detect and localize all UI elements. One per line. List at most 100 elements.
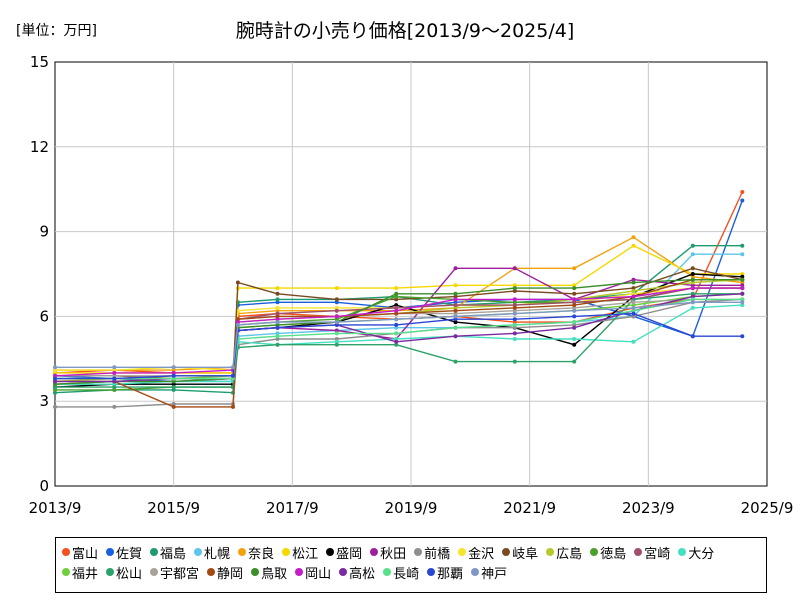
data-point bbox=[334, 322, 339, 327]
data-point bbox=[690, 294, 695, 299]
legend-item: 那覇 bbox=[427, 562, 463, 582]
data-point bbox=[53, 368, 57, 373]
data-point bbox=[394, 322, 399, 327]
legend-label: 奈良 bbox=[248, 546, 275, 562]
series-line bbox=[54, 287, 743, 377]
data-point bbox=[235, 280, 240, 285]
data-point bbox=[690, 305, 695, 310]
legend-label: 静岡 bbox=[217, 566, 244, 582]
data-point bbox=[334, 317, 339, 322]
legend-item: 秋田 bbox=[370, 542, 406, 562]
data-point bbox=[334, 286, 339, 291]
legend-item: 松山 bbox=[106, 562, 142, 582]
series-長崎 bbox=[53, 297, 745, 381]
series-松山 bbox=[53, 291, 745, 390]
data-point bbox=[631, 280, 636, 285]
y-tick-label: 6 bbox=[39, 307, 49, 325]
chart-title: 腕時計の小売り価格[2013/9～2025/4] bbox=[236, 20, 575, 42]
legend-label: 鳥取 bbox=[261, 566, 288, 582]
legend-label: 福井 bbox=[72, 566, 99, 582]
legend-label: 高松 bbox=[349, 566, 376, 582]
data-point bbox=[334, 337, 339, 341]
data-point bbox=[171, 379, 176, 384]
data-point bbox=[394, 342, 399, 347]
data-point bbox=[275, 300, 280, 305]
data-point bbox=[740, 198, 745, 203]
legend-marker bbox=[502, 548, 511, 556]
data-point bbox=[231, 365, 235, 370]
y-tick-label: 9 bbox=[39, 223, 49, 241]
legend-item: 佐賀 bbox=[106, 542, 142, 562]
legend-label: 富山 bbox=[72, 546, 99, 562]
data-point bbox=[171, 402, 176, 406]
series-line bbox=[55, 298, 743, 380]
data-point bbox=[275, 317, 280, 322]
data-point bbox=[171, 370, 176, 375]
data-point bbox=[512, 303, 517, 308]
legend-label: 長崎 bbox=[393, 566, 420, 582]
data-point bbox=[231, 376, 235, 381]
x-axis: 2013/9 2015/9 2017/9 2019/9 2021/9 2023/9 2025… bbox=[29, 499, 794, 517]
data-point bbox=[112, 385, 117, 390]
legend-item: 神戸 bbox=[471, 562, 507, 582]
data-point bbox=[453, 314, 458, 319]
data-point bbox=[394, 325, 399, 330]
legend-marker bbox=[427, 568, 436, 576]
data-point bbox=[512, 300, 517, 305]
data-point bbox=[275, 286, 280, 291]
data-point bbox=[740, 303, 745, 308]
data-point bbox=[112, 387, 117, 392]
data-point bbox=[572, 359, 577, 364]
data-point bbox=[740, 297, 745, 302]
data-point bbox=[690, 291, 695, 296]
y-tick-label: 3 bbox=[39, 392, 49, 410]
data-point bbox=[690, 300, 695, 305]
data-point bbox=[275, 311, 280, 316]
data-point bbox=[512, 308, 517, 313]
data-point bbox=[572, 337, 577, 341]
data-point bbox=[453, 303, 458, 308]
data-point bbox=[112, 373, 117, 378]
data-point bbox=[112, 376, 117, 381]
data-point bbox=[275, 314, 280, 319]
data-point bbox=[112, 368, 117, 373]
x-tick-label: 2019/9 bbox=[385, 499, 438, 517]
legend-marker bbox=[106, 548, 115, 556]
data-point bbox=[572, 322, 577, 327]
data-point bbox=[231, 404, 235, 409]
x-tick-label: 2013/9 bbox=[29, 499, 82, 517]
legend-marker bbox=[414, 548, 423, 556]
data-point bbox=[235, 317, 240, 322]
data-point bbox=[453, 308, 458, 313]
legend-item: 松江 bbox=[282, 542, 318, 562]
data-point bbox=[690, 297, 695, 302]
legend-item: 岡山 bbox=[295, 562, 331, 582]
legend-label: 佐賀 bbox=[116, 546, 143, 562]
data-point bbox=[334, 342, 339, 347]
legend-item: 福井 bbox=[62, 562, 98, 582]
data-point bbox=[512, 325, 517, 330]
data-point bbox=[275, 320, 280, 325]
x-tick-label: 2021/9 bbox=[503, 499, 556, 517]
x-tick-label: 2015/9 bbox=[147, 499, 200, 517]
legend-label: 盛岡 bbox=[336, 546, 363, 562]
data-point bbox=[394, 308, 399, 313]
series-line bbox=[55, 312, 743, 380]
legend-marker bbox=[207, 568, 216, 576]
data-point bbox=[512, 317, 517, 322]
legend-label: 松山 bbox=[116, 566, 143, 582]
data-point bbox=[690, 283, 695, 288]
data-point bbox=[171, 385, 176, 390]
legend-marker bbox=[339, 568, 348, 576]
data-point bbox=[512, 286, 517, 291]
data-point bbox=[235, 322, 240, 327]
data-point bbox=[53, 370, 57, 375]
data-point bbox=[453, 297, 458, 302]
data-point bbox=[453, 305, 458, 310]
x-tick-label: 2017/9 bbox=[266, 499, 319, 517]
data-point bbox=[512, 289, 517, 293]
data-point bbox=[112, 379, 117, 384]
y-tick-label: 12 bbox=[30, 138, 49, 156]
data-point bbox=[53, 365, 57, 370]
data-point bbox=[275, 342, 280, 347]
